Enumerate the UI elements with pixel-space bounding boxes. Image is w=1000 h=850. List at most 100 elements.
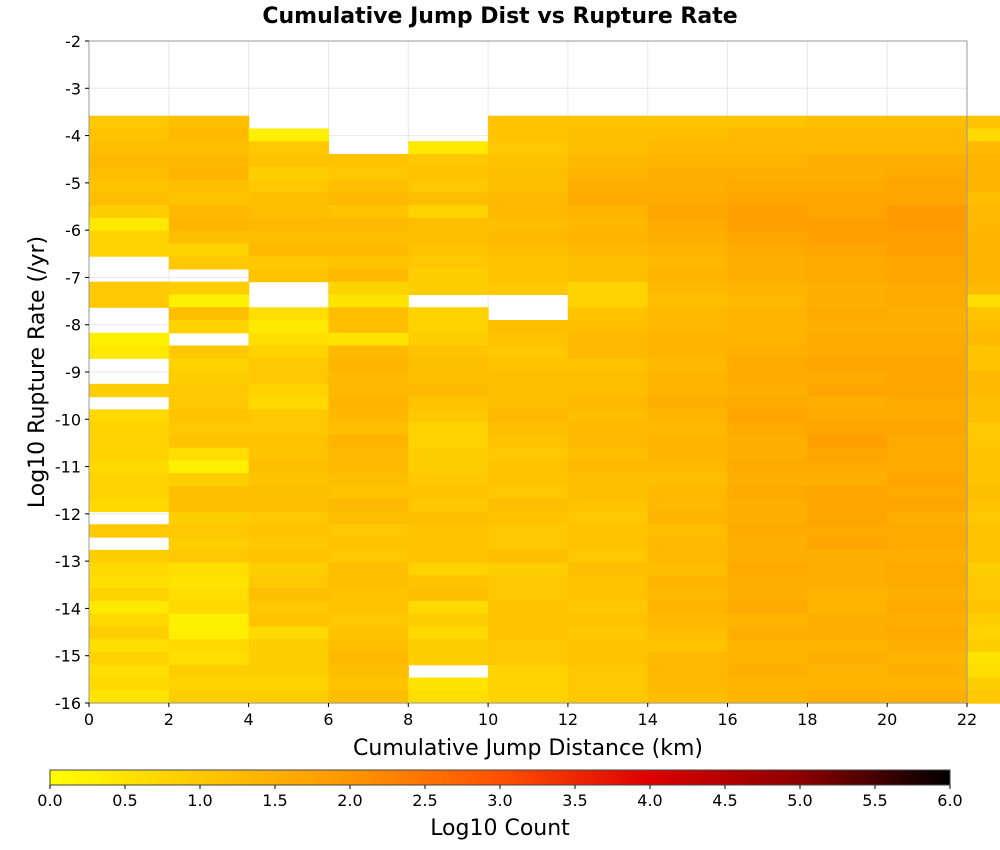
heatmap-cell: [567, 447, 649, 462]
heatmap-cell: [328, 409, 409, 423]
heatmap-cell: [488, 319, 569, 334]
heatmap-cell: [168, 549, 250, 564]
heatmap-cell: [887, 217, 968, 232]
heatmap-cell: [248, 192, 330, 206]
heatmap-cell: [248, 588, 330, 602]
heatmap-cell: [567, 281, 649, 296]
heatmap-cell: [727, 230, 808, 244]
heatmap-cell: [248, 319, 330, 334]
heatmap-cell: [727, 485, 808, 500]
heatmap-cell: [967, 575, 1000, 589]
heatmap-cell: [727, 626, 808, 640]
colorbar-tick-label: 5.5: [862, 791, 887, 810]
heatmap-cell: [488, 651, 569, 666]
heatmap-cell: [248, 128, 330, 142]
heatmap-cell: [727, 511, 808, 525]
heatmap-cell: [807, 128, 888, 142]
heatmap-cell: [727, 243, 808, 257]
heatmap-cell: [328, 243, 409, 257]
heatmap-cell: [408, 473, 489, 487]
heatmap-cell: [328, 651, 409, 666]
heatmap-cell: [727, 651, 808, 666]
heatmap-cell: [408, 690, 489, 704]
heatmap-cell: [168, 677, 250, 691]
heatmap-cell: [328, 690, 409, 704]
heatmap-cell: [727, 613, 808, 627]
heatmap-cell: [248, 498, 330, 513]
heatmap-cell: [328, 473, 409, 487]
heatmap-cell: [408, 371, 489, 385]
heatmap-cell: [807, 447, 888, 462]
heatmap-cell: [967, 281, 1000, 296]
heatmap-cell: [248, 651, 330, 666]
heatmap-cell: [408, 332, 489, 347]
heatmap-cell: [647, 434, 729, 449]
heatmap-cell: [887, 230, 968, 244]
heatmap-cell: [807, 205, 888, 219]
heatmap-cell: [248, 600, 330, 615]
heatmap-cell: [408, 626, 489, 640]
heatmap-cell: [168, 217, 250, 232]
heatmap-cell: [967, 345, 1000, 359]
heatmap-cell: [248, 268, 330, 283]
heatmap-cell: [488, 115, 569, 130]
heatmap-cell: [727, 690, 808, 704]
heatmap-cell: [647, 651, 729, 666]
heatmap-cell: [168, 626, 250, 640]
heatmap-cell: [807, 690, 888, 704]
heatmap-cell: [967, 473, 1000, 487]
heatmap-cell: [567, 192, 649, 206]
heatmap-cell: [567, 319, 649, 334]
heatmap-cell: [328, 217, 409, 232]
heatmap-cell: [328, 613, 409, 627]
heatmap-cell: [168, 141, 250, 155]
heatmap-cell: [248, 434, 330, 449]
heatmap-cell: [967, 358, 1000, 372]
heatmap-cell: [248, 422, 330, 436]
heatmap-cell: [567, 154, 649, 168]
y-axis-ticks: -2 -3 -4 -5 -6 -7 -8 -9 -10 -11 -12 -13 -14 -15 -16: [55, 32, 89, 713]
heatmap-cell: [887, 268, 968, 283]
heatmap-cell: [807, 473, 888, 487]
heatmap-cell: [727, 192, 808, 206]
heatmap-cell: [727, 281, 808, 296]
heatmap-cell: [887, 460, 968, 474]
heatmap-cell: [488, 511, 569, 525]
heatmap-cell: [967, 651, 1000, 666]
heatmap-cell: [408, 524, 489, 538]
y-tick-label: -16: [55, 694, 81, 713]
heatmap-cell: [408, 588, 489, 602]
heatmap-cell: [807, 230, 888, 244]
heatmap-cell: [408, 677, 489, 691]
heatmap-cell: [807, 613, 888, 627]
heatmap-cell: [408, 166, 489, 181]
colorbar-ticks: 0.0 0.5 1.0 1.5 2.0 2.5 3.0 3.5 4.0 4.5 5.0 5.5 6.0: [37, 785, 963, 810]
heatmap-cell: [647, 192, 729, 206]
heatmap-cell: [967, 409, 1000, 423]
heatmap-cell: [328, 345, 409, 359]
heatmap-cell: [567, 409, 649, 423]
heatmap-cell: [887, 434, 968, 449]
heatmap-cell: [168, 600, 250, 615]
heatmap-cell: [807, 677, 888, 691]
heatmap-cell: [168, 281, 250, 296]
heatmap-cell: [967, 294, 1000, 308]
heatmap-cell: [807, 626, 888, 640]
heatmap-cell: [807, 371, 888, 385]
heatmap-cell: [248, 549, 330, 564]
heatmap-cell: [887, 281, 968, 296]
heatmap-cell: [89, 447, 170, 462]
heatmap-cell: [168, 485, 250, 500]
heatmap-cell: [248, 230, 330, 244]
heatmap-cell: [408, 600, 489, 615]
heatmap-cell: [967, 422, 1000, 436]
heatmap-cell: [727, 537, 808, 551]
heatmap-cell: [807, 600, 888, 615]
heatmap-cell: [727, 664, 808, 679]
heatmap-cell: [408, 422, 489, 436]
heatmap-cell: [967, 703, 1000, 704]
heatmap-cell: [647, 307, 729, 321]
heatmap-cell: [408, 498, 489, 513]
x-tick-label: 0: [84, 710, 94, 729]
heatmap-cell: [328, 205, 409, 219]
